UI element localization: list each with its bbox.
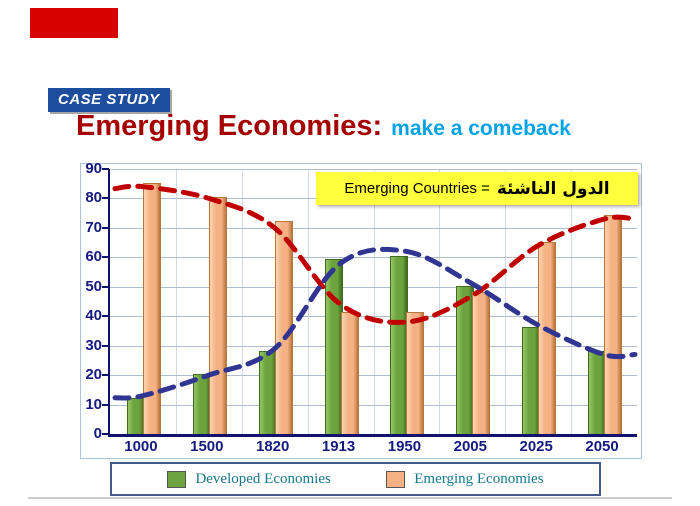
gridline-60	[110, 257, 637, 259]
slide-title: Emerging Economies: make a comeback	[76, 110, 571, 143]
gridline-90	[110, 169, 637, 170]
bar-emerging-economies-1000	[142, 182, 161, 434]
y-tick-10	[102, 403, 109, 406]
y-axis-label-90: 90	[85, 160, 102, 177]
y-tick-40	[102, 315, 109, 318]
y-tick-20	[102, 374, 109, 377]
y-axis-label-0: 0	[93, 425, 102, 442]
y-axis-label-10: 10	[85, 395, 102, 413]
legend-item-developed: Developed Economies	[167, 470, 331, 488]
y-axis: 0 10 20 30 40 50 60 70 80 90	[68, 160, 102, 442]
y-tick-0	[102, 433, 109, 435]
case-study-badge: CASE STUDY	[48, 88, 170, 112]
vertical-gridline	[307, 169, 309, 434]
gridline-40	[110, 316, 637, 318]
vertical-gridline	[373, 169, 375, 434]
bar-emerging-economies-1950	[406, 312, 425, 434]
y-axis-label-60: 60	[85, 248, 102, 266]
trend-curves	[112, 183, 638, 401]
x-axis-label-1500: 1500	[190, 438, 224, 455]
title-sub: make a comeback	[391, 117, 571, 140]
gridline-20	[110, 375, 637, 377]
y-tick-80	[102, 197, 109, 200]
plot-area	[102, 168, 638, 437]
legend-swatch-emerging	[386, 470, 406, 488]
y-tick-90	[102, 168, 109, 170]
y-tick-70	[102, 226, 109, 229]
vertical-gridline	[439, 169, 441, 434]
gridline-70	[110, 227, 637, 229]
y-axis-label-20: 20	[85, 366, 102, 384]
vertical-gridline	[241, 169, 243, 434]
gridline-50	[110, 286, 637, 288]
vertical-gridline	[175, 169, 177, 434]
gridline-10	[110, 404, 637, 406]
x-axis-label-1000: 1000	[124, 438, 158, 455]
annotation-label: Emerging Countries = الدول الناشئة	[316, 172, 638, 205]
y-tick-50	[102, 285, 109, 288]
legend-label-emerging: Emerging Economies	[414, 470, 544, 487]
y-tick-60	[102, 256, 109, 259]
trend-line-emerging-trend	[112, 183, 638, 325]
x-axis-label-2050: 2050	[585, 438, 619, 455]
bar-emerging-economies-2025	[538, 241, 557, 434]
trend-line-developed-trend	[112, 246, 638, 401]
x-axis: 1000 1500 1820 1913 1950 2005 2025 2050	[108, 438, 635, 455]
vertical-gridline	[505, 169, 507, 434]
x-axis-label-1820: 1820	[256, 438, 290, 455]
x-axis-label-2025: 2025	[519, 438, 553, 455]
x-axis-label-1950: 1950	[387, 438, 422, 455]
y-axis-label-70: 70	[85, 218, 102, 236]
x-axis-label-1913: 1913	[321, 438, 356, 455]
vertical-gridline	[571, 169, 573, 434]
annotation-text-ar: الدول الناشئة	[496, 178, 610, 199]
chart-legend: Developed Economies Emerging Economies	[110, 462, 601, 496]
legend-item-emerging: Emerging Economies	[386, 470, 544, 488]
gridline-30	[110, 345, 637, 347]
x-axis-label-2005: 2005	[453, 438, 487, 455]
y-axis-label-80: 80	[85, 189, 102, 207]
y-tick-30	[102, 344, 109, 347]
legend-swatch-developed	[167, 470, 187, 488]
y-axis-label-30: 30	[85, 336, 102, 354]
legend-label-developed: Developed Economies	[195, 470, 331, 487]
y-axis-label-40: 40	[85, 307, 102, 325]
slide-bottom-border	[28, 497, 672, 499]
title-main: Emerging Economies:	[76, 110, 383, 142]
case-study-label: CASE STUDY	[58, 91, 160, 108]
y-axis-label-50: 50	[85, 277, 102, 295]
annotation-text-en: Emerging Countries =	[344, 180, 490, 197]
red-accent-bar	[30, 8, 118, 38]
